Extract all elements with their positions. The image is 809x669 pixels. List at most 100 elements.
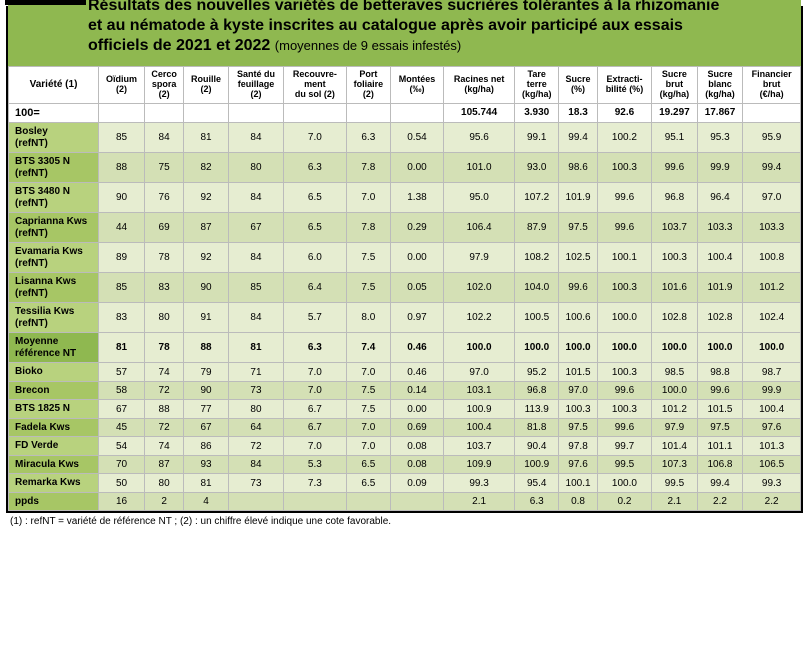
cell: 44 <box>99 213 145 243</box>
cell: 101.9 <box>697 273 743 303</box>
cell: 81 <box>184 123 229 153</box>
table-row: Bioko577479717.07.00.4697.095.2101.5100.… <box>9 363 801 382</box>
cell: 6.3 <box>346 123 390 153</box>
cell: 95.3 <box>697 123 743 153</box>
cell: 102.8 <box>652 303 698 333</box>
cell: 18.3 <box>559 103 597 123</box>
cell: 96.8 <box>515 381 559 400</box>
cell: 88 <box>184 333 229 363</box>
cell: 101.5 <box>559 363 597 382</box>
cell: 73 <box>228 381 283 400</box>
cell: 88 <box>145 400 184 419</box>
cell: 71 <box>228 363 283 382</box>
col-header: Oïdium(2) <box>99 67 145 104</box>
cell: 7.4 <box>346 333 390 363</box>
cell: 97.5 <box>559 418 597 437</box>
cell: 0.46 <box>390 333 443 363</box>
cell: 7.0 <box>346 183 390 213</box>
cell: 99.1 <box>515 123 559 153</box>
title-line1: Résultats des nouvelles variétés de bett… <box>88 0 719 14</box>
cell: 103.7 <box>652 213 698 243</box>
col-header: Variété (1) <box>9 67 99 104</box>
cell: 0.14 <box>390 381 443 400</box>
cell: 102.4 <box>743 303 801 333</box>
cell: 100.0 <box>559 333 597 363</box>
cell: 6.7 <box>284 418 347 437</box>
cell: 99.5 <box>652 474 698 493</box>
row-label: 100= <box>9 103 99 123</box>
cell: 100.9 <box>515 455 559 474</box>
cell: 92.6 <box>597 103 651 123</box>
row-label: BTS 1825 N <box>9 400 99 419</box>
table-row: BTS 1825 N678877806.77.50.00100.9113.910… <box>9 400 801 419</box>
cell: 107.3 <box>652 455 698 474</box>
cell: 92 <box>184 183 229 213</box>
cell: 5.7 <box>284 303 347 333</box>
cell: 0.69 <box>390 418 443 437</box>
cell: 100.5 <box>515 303 559 333</box>
cell: 98.6 <box>559 153 597 183</box>
row-label: Tessilia Kws(refNT) <box>9 303 99 333</box>
cell: 88 <box>99 153 145 183</box>
cell: 97.6 <box>559 455 597 474</box>
col-header: Sucrebrut(kg/ha) <box>652 67 698 104</box>
cell: 99.3 <box>444 474 515 493</box>
cell: 50 <box>99 474 145 493</box>
cell: 85 <box>99 123 145 153</box>
cell: 0.00 <box>390 153 443 183</box>
cell: 97.8 <box>559 437 597 456</box>
cell: 101.1 <box>697 437 743 456</box>
cell: 99.4 <box>743 153 801 183</box>
cell: 100.3 <box>559 400 597 419</box>
table-row: ppds16242.16.30.80.22.12.22.2 <box>9 492 801 511</box>
cell: 100.2 <box>597 123 651 153</box>
cell: 104.0 <box>515 273 559 303</box>
cell: 100.0 <box>697 333 743 363</box>
cell: 97.6 <box>743 418 801 437</box>
cell: 100.4 <box>697 243 743 273</box>
cell: 67 <box>228 213 283 243</box>
cell: 6.4 <box>284 273 347 303</box>
cell <box>346 492 390 511</box>
cell: 90 <box>184 381 229 400</box>
cell: 99.6 <box>559 273 597 303</box>
cell: 100.0 <box>652 381 698 400</box>
cell: 84 <box>228 123 283 153</box>
cell: 95.4 <box>515 474 559 493</box>
col-header: Santé dufeuillage(2) <box>228 67 283 104</box>
cell: 106.5 <box>743 455 801 474</box>
cell: 79 <box>184 363 229 382</box>
cell: 6.3 <box>284 333 347 363</box>
cell: 84 <box>145 123 184 153</box>
cell: 19.297 <box>652 103 698 123</box>
cell: 102.2 <box>444 303 515 333</box>
col-header: Montées(‰) <box>390 67 443 104</box>
cell: 84 <box>228 303 283 333</box>
subtitle: (moyennes de 9 essais infestés) <box>275 38 461 53</box>
cell: 100.0 <box>597 303 651 333</box>
row-label: Evamaria Kws(refNT) <box>9 243 99 273</box>
cell <box>145 103 184 123</box>
cell: 75 <box>145 153 184 183</box>
cell: 100.3 <box>597 400 651 419</box>
cell: 97.0 <box>559 381 597 400</box>
cell: 99.4 <box>559 123 597 153</box>
cell: 64 <box>228 418 283 437</box>
cell: 84 <box>228 455 283 474</box>
tableau-tag: Tableau 02: <box>5 0 86 5</box>
cell: 101.0 <box>444 153 515 183</box>
cell: 80 <box>228 153 283 183</box>
cell: 72 <box>145 381 184 400</box>
cell <box>228 103 283 123</box>
cell: 81 <box>184 474 229 493</box>
row-label: BTS 3305 N(refNT) <box>9 153 99 183</box>
cell: 97.5 <box>697 418 743 437</box>
cell: 100.4 <box>743 400 801 419</box>
cell: 97.0 <box>743 183 801 213</box>
cell: 2 <box>145 492 184 511</box>
cell: 83 <box>145 273 184 303</box>
table-row: Tessilia Kws(refNT)838091845.78.00.97102… <box>9 303 801 333</box>
cell: 102.5 <box>559 243 597 273</box>
cell: 96.8 <box>652 183 698 213</box>
cell: 7.5 <box>346 400 390 419</box>
